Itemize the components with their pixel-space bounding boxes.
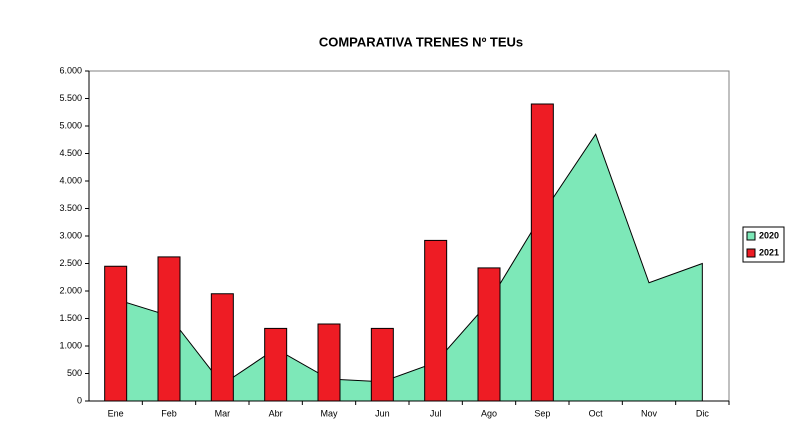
bar xyxy=(370,327,394,402)
x-tick-label: Dic xyxy=(696,408,709,418)
bar xyxy=(157,256,181,402)
x-tick-label: Nov xyxy=(641,408,658,418)
bar xyxy=(264,327,288,402)
x-tick-label: Jun xyxy=(375,408,390,418)
x-tick-label: Feb xyxy=(161,408,177,418)
x-tick-label: Sep xyxy=(534,408,550,418)
x-tick-label: Abr xyxy=(269,408,283,418)
y-tick-label: 2.000 xyxy=(59,285,82,295)
y-tick-label: 4.500 xyxy=(59,148,82,158)
y-tick-label: 1.500 xyxy=(59,313,82,323)
chart-title: COMPARATIVA TRENES Nº TEUs xyxy=(319,34,523,49)
y-tick-label: 3.500 xyxy=(59,203,82,213)
bar xyxy=(530,103,554,402)
bar xyxy=(317,323,341,402)
y-tick-label: 2.500 xyxy=(59,258,82,268)
legend-swatch xyxy=(746,248,756,258)
bar xyxy=(477,267,501,402)
bar xyxy=(104,265,128,402)
x-tick-label: Oct xyxy=(589,408,604,418)
y-tick-label: 500 xyxy=(67,368,82,378)
y-tick-label: 6.000 xyxy=(59,65,82,75)
y-tick-label: 1.000 xyxy=(59,340,82,350)
y-tick-label: 4.000 xyxy=(59,175,82,185)
legend-label: 2021 xyxy=(759,247,779,257)
y-tick-label: 5.500 xyxy=(59,93,82,103)
y-tick-label: 0 xyxy=(77,395,82,405)
x-tick-label: Ago xyxy=(481,408,497,418)
bar xyxy=(424,239,448,402)
x-tick-label: May xyxy=(320,408,338,418)
x-tick-label: Mar xyxy=(215,408,231,418)
bar xyxy=(210,293,234,402)
x-tick-label: Jul xyxy=(430,408,442,418)
legend-swatch xyxy=(746,231,756,241)
legend-label: 2020 xyxy=(759,230,779,240)
y-tick-label: 5.000 xyxy=(59,120,82,130)
y-tick-label: 3.000 xyxy=(59,230,82,240)
x-tick-label: Ene xyxy=(108,408,124,418)
